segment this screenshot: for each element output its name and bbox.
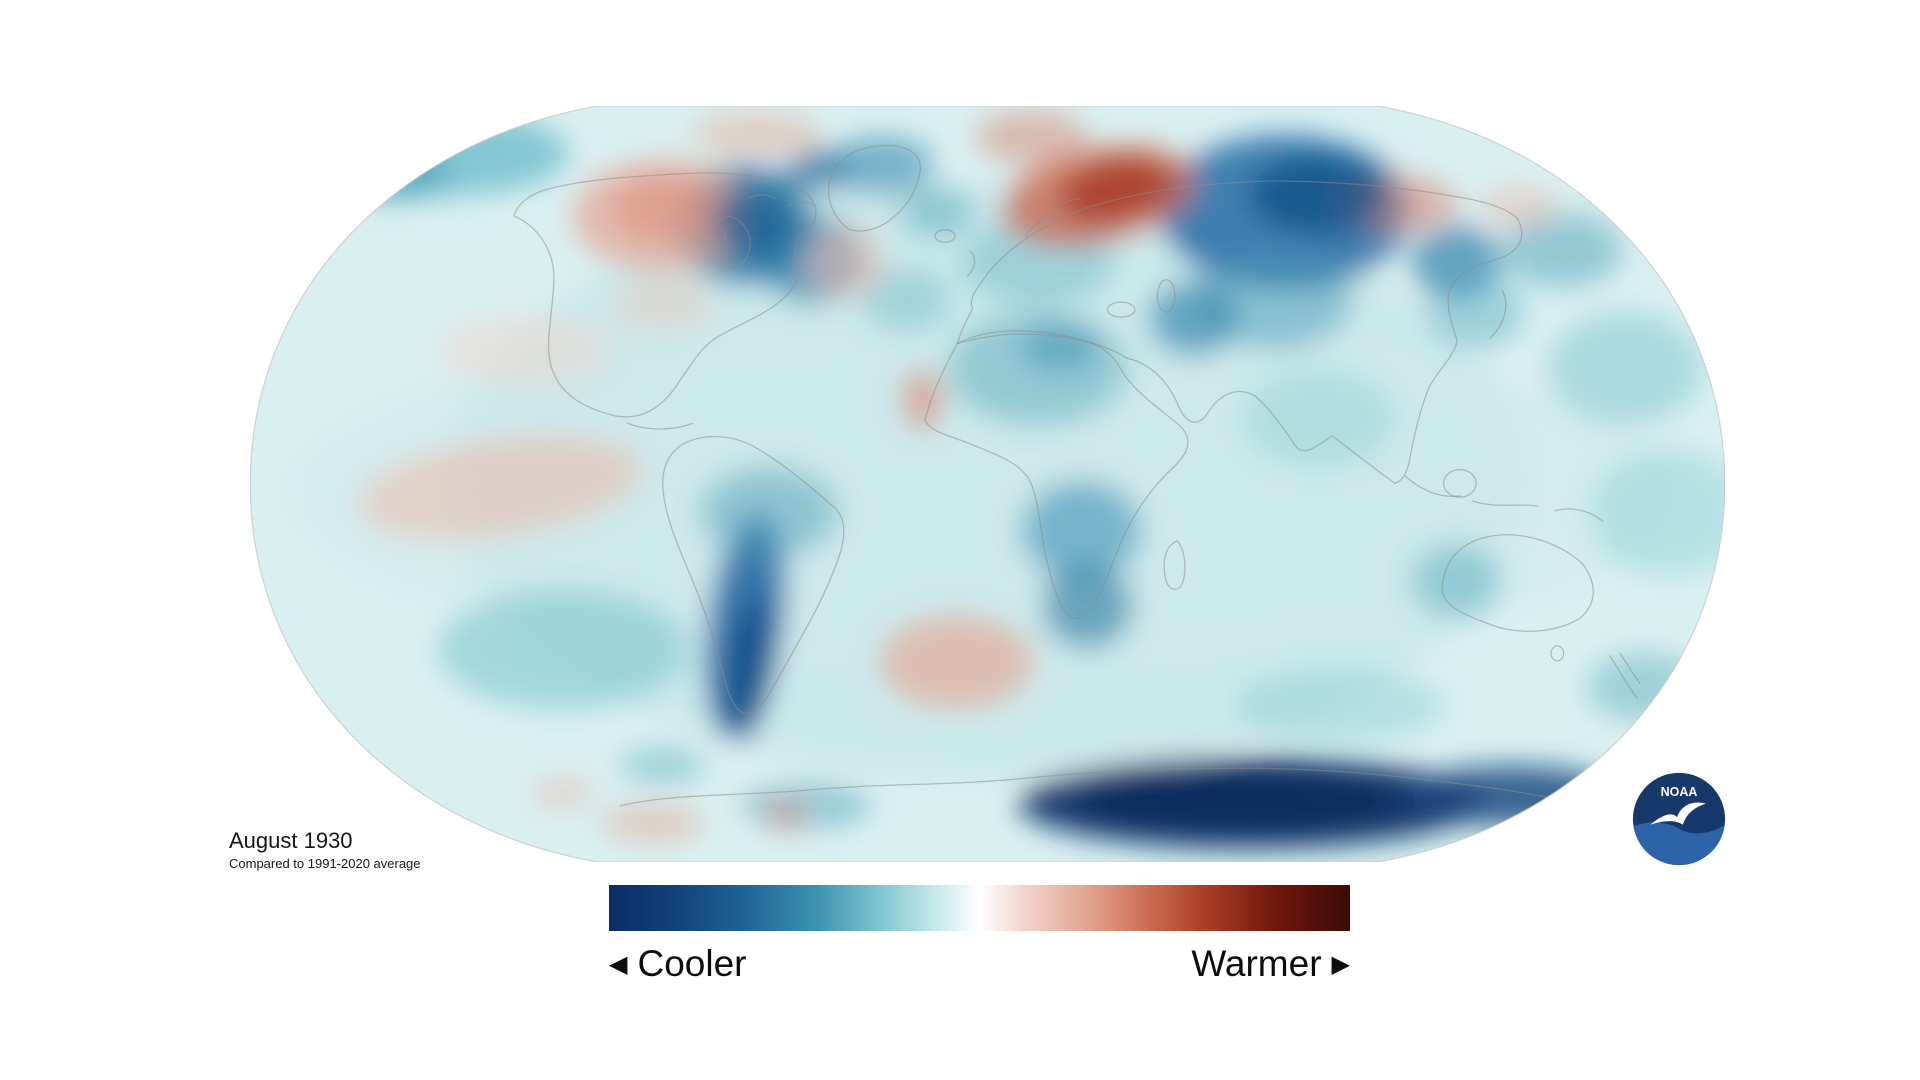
legend: ◀ Cooler Warmer ▶ [609,885,1350,985]
warmer-label: Warmer [1191,943,1322,984]
coast-south-asia [1126,357,1396,484]
right-arrow-icon: ▶ [1331,951,1350,978]
coast-south-america [661,436,845,715]
map-subtitle: Compared to 1991-2020 average [229,856,421,872]
noaa-bird-icon [1650,802,1706,825]
world-anomaly-map [250,106,1725,862]
color-scale-bar [609,885,1350,931]
coast-madagascar [1163,540,1186,590]
coast-new-guinea [1554,508,1603,522]
title-block: August 1930 Compared to 1991-2020 averag… [229,828,421,871]
coast-caribbean [626,422,694,430]
legend-labels: ◀ Cooler Warmer ▶ [609,943,1350,985]
coast-australia [1441,534,1594,632]
coast-north-america [513,172,817,418]
coast-eurasia-east [1394,217,1523,484]
coast-uk [966,250,976,277]
coast-caspian-sea [1156,279,1176,313]
anomaly-map-svg [250,106,1725,862]
noaa-logo-text: NOAA [1661,785,1698,799]
map-outline [250,106,1725,862]
coast-europe-west [956,272,989,345]
coast-new-zealand [1609,652,1641,699]
cooler-label-group: ◀ Cooler [609,943,746,985]
coast-borneo [1442,469,1477,498]
coast-tasmania [1550,645,1565,662]
coast-hudson-bay [714,215,751,270]
coast-greenland [827,144,921,232]
warmer-label-group: Warmer ▶ [1191,943,1350,985]
coast-eurasia-north [986,180,1518,275]
noaa-logo-svg: NOAA [1632,772,1726,866]
coast-iceland [934,229,956,243]
coast-scandinavia [1024,197,1081,237]
coast-mediterranean [956,333,1129,360]
coast-black-sea [1106,301,1136,318]
coast-africa [924,330,1189,619]
noaa-logo: NOAA [1631,771,1727,867]
noaa-logo-sea [1632,822,1726,866]
coast-antarctica [619,767,1601,812]
coast-japan [1489,290,1507,340]
cooler-label: Cooler [637,943,747,984]
left-arrow-icon: ◀ [609,951,628,978]
coast-arctic-islands [729,179,816,207]
coastlines [513,144,1641,812]
map-title: August 1930 [229,828,353,853]
